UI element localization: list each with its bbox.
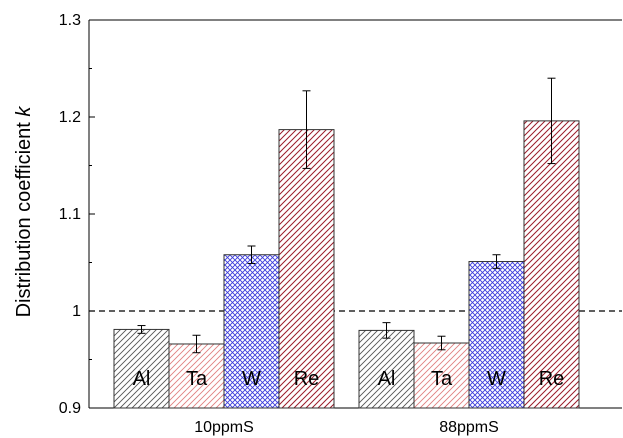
bar-ta-1 <box>168 343 225 409</box>
bar-label: Al <box>133 368 151 390</box>
bar-re-2 <box>523 120 580 409</box>
y-tick-label: 1 <box>72 303 81 320</box>
x-category-label: 88ppmS <box>439 419 499 436</box>
bar-w-1 <box>223 254 280 409</box>
y-tick-label: 1.2 <box>59 109 81 126</box>
bar-label: Re <box>539 368 565 390</box>
bar-label: Ta <box>186 368 208 390</box>
y-tick-label: 0.9 <box>59 400 81 417</box>
bar-label: Al <box>378 368 396 390</box>
bar-label: W <box>242 368 261 390</box>
bar-al-1 <box>113 328 170 409</box>
y-tick-label: 1.1 <box>59 206 81 223</box>
bar-ta-2 <box>413 342 470 409</box>
bar-label: W <box>487 368 506 390</box>
bar-label: Ta <box>431 368 453 390</box>
bar-label: Re <box>294 368 320 390</box>
x-category-label: 10ppmS <box>194 419 254 436</box>
plot-area: 0.9 1 1.1 1.2 1.3 Al Ta W Re 10ppmS Al Ta W Re 88ppmS <box>59 12 622 436</box>
bar-re-1 <box>278 129 335 409</box>
y-tick-label: 1.3 <box>59 12 81 29</box>
y-axis-title-text: Distribution coefficient <box>13 122 35 318</box>
y-axis-title: Distribution coefficient k <box>13 106 35 318</box>
y-axis-title-italic: k <box>13 106 35 117</box>
